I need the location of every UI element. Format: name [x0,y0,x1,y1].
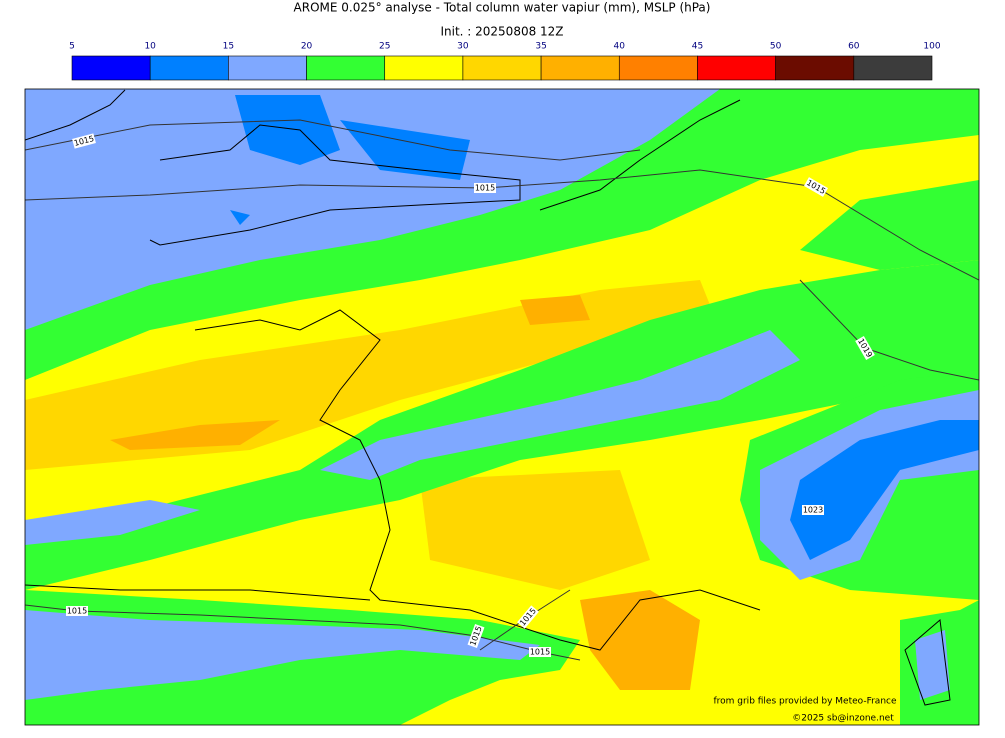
colorbar-tick-label: 20 [301,42,313,52]
colorbar-segment [618,55,698,81]
colorbar-segment [697,55,776,81]
contour-label-text: 1015 [67,607,87,616]
contour-label-box [529,647,551,657]
field [25,610,540,700]
field [800,180,979,270]
colorbar-tick-label: 40 [614,42,626,52]
colorbar-segment [462,55,542,81]
colorbar-tick-label: 15 [223,42,234,52]
colorbar: 5 10 15 20 25 30 35 40 45 50 60 100 [69,42,941,81]
contour-label-box [802,505,824,515]
colorbar-segment [384,55,464,81]
colorbar-tick-label: 50 [770,42,782,52]
field [110,295,700,690]
contour-label-box [803,177,829,197]
title: AROME 0.025° analyse - Total column wate… [294,1,711,15]
field [25,89,720,330]
contour-label: 1015 [474,183,496,193]
colorbar-segment [540,55,620,81]
coastlines [25,89,951,706]
subtitle: Init. : 20250808 12Z [440,25,563,39]
credit: ©2025 sb@inzone.net [792,714,894,724]
colorbar-tick-label: 10 [144,42,156,52]
contour-label-box [66,606,88,616]
colorbar-tick-label: 60 [848,42,860,52]
colorbar-segment [149,55,229,81]
colorbar-segment [775,55,855,81]
colorbar-segment [228,55,307,81]
colorbar-segment [853,55,933,81]
contour-label-box [855,335,875,361]
colorbar-segment [71,55,151,81]
contour-label: 1015 [72,133,96,149]
field [25,330,800,545]
colorbar-tick-label: 35 [535,42,546,52]
field [790,420,979,560]
field [25,280,720,470]
contour-label: 1015 [66,606,88,616]
colorbar-tick-label: 45 [692,42,703,52]
field [420,460,979,590]
colorbar-tick-label: 30 [457,42,469,52]
contour-label-text: 1023 [803,506,823,515]
contour-label-box [467,623,485,649]
colorbar-tick-label: 25 [379,42,390,52]
field [230,95,470,225]
colorbar-tick-label: 5 [69,42,75,52]
field [760,390,979,700]
map-frame [24,88,980,726]
contour-label-text: 1015 [475,184,495,193]
contour-label: 1023 [802,505,824,515]
contour-label-box [72,133,96,149]
credit: from grib files provided by Meteo-France [713,697,896,707]
colorbar-tick-label: 100 [923,42,940,52]
contour-label-box [474,183,496,193]
contour-label: 1015 [529,647,551,657]
contour-label-box [517,605,539,629]
contour-label-text: 1015 [530,648,550,657]
colorbar-segment [306,55,386,81]
